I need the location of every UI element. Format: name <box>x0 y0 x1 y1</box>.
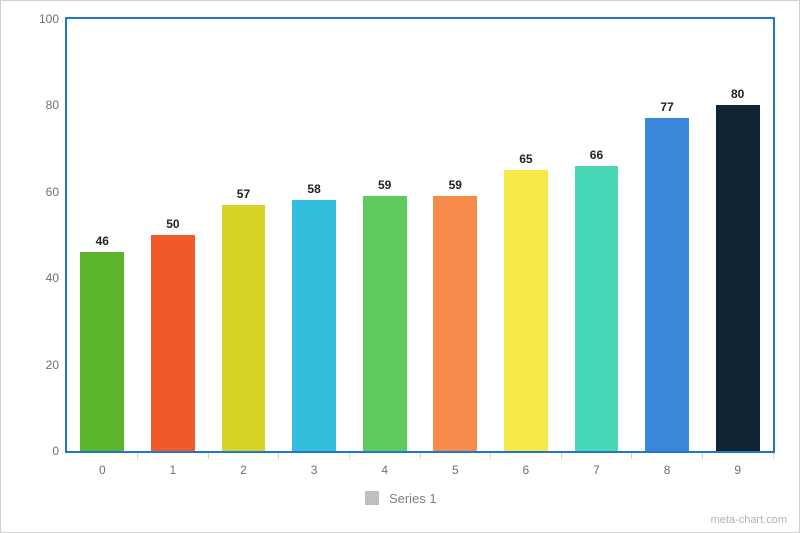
bar: 80 <box>716 105 760 451</box>
bar: 66 <box>575 166 619 451</box>
x-tick-mark <box>490 453 491 459</box>
x-axis: 0 1 2 3 4 5 6 7 8 9 <box>65 461 775 485</box>
bar-value-label: 58 <box>307 182 320 196</box>
x-tick-mark <box>137 453 138 459</box>
chart-container: 020406080100 46505758595965667780 012345… <box>0 0 800 533</box>
bar-value-label: 59 <box>449 178 462 192</box>
x-tick-label: 1 <box>170 463 177 477</box>
bar-value-label: 77 <box>660 100 673 114</box>
bar: 59 <box>363 196 407 451</box>
bar: 77 <box>645 118 689 451</box>
x-tick-mark <box>631 453 632 459</box>
bars-group: 46505758595965667780 <box>67 19 773 451</box>
x-tick-mark <box>420 453 421 459</box>
bar-value-label: 80 <box>731 87 744 101</box>
x-tick-mark <box>349 453 350 459</box>
legend: Series 1 <box>1 491 800 506</box>
x-tick-mark <box>773 453 774 459</box>
x-tick-label: 6 <box>523 463 530 477</box>
bar-value-label: 59 <box>378 178 391 192</box>
x-tick-label: 5 <box>452 463 459 477</box>
x-tick-label: 9 <box>734 463 741 477</box>
bar-value-label: 50 <box>166 217 179 231</box>
watermark: meta-chart.com <box>711 514 787 526</box>
y-tick-label: 20 <box>46 358 59 372</box>
y-tick-label: 40 <box>46 271 59 285</box>
bar-value-label: 46 <box>96 234 109 248</box>
legend-swatch <box>365 491 379 505</box>
y-tick-label: 80 <box>46 98 59 112</box>
bar: 46 <box>80 252 124 451</box>
x-tick-label: 3 <box>311 463 318 477</box>
legend-label: Series 1 <box>389 491 437 506</box>
x-tick-label: 2 <box>240 463 247 477</box>
bar: 50 <box>151 235 195 451</box>
x-tick-mark <box>208 453 209 459</box>
bar: 59 <box>433 196 477 451</box>
x-tick-label: 8 <box>664 463 671 477</box>
x-tick-label: 0 <box>99 463 106 477</box>
y-tick-label: 100 <box>39 12 59 26</box>
x-tick-mark <box>561 453 562 459</box>
bar-value-label: 57 <box>237 187 250 201</box>
y-tick-label: 0 <box>52 444 59 458</box>
y-tick-label: 60 <box>46 185 59 199</box>
x-tick-label: 4 <box>381 463 388 477</box>
bar: 65 <box>504 170 548 451</box>
bar: 58 <box>292 200 336 451</box>
x-tick-mark <box>702 453 703 459</box>
y-axis: 0 20 40 60 80 100 <box>25 15 63 455</box>
x-tick-label: 7 <box>593 463 600 477</box>
bar-value-label: 66 <box>590 148 603 162</box>
chart-wrap: 020406080100 46505758595965667780 012345… <box>25 15 781 485</box>
plot-area: 46505758595965667780 <box>65 17 775 453</box>
x-tick-mark <box>278 453 279 459</box>
bar-value-label: 65 <box>519 152 532 166</box>
bar: 57 <box>222 205 266 451</box>
